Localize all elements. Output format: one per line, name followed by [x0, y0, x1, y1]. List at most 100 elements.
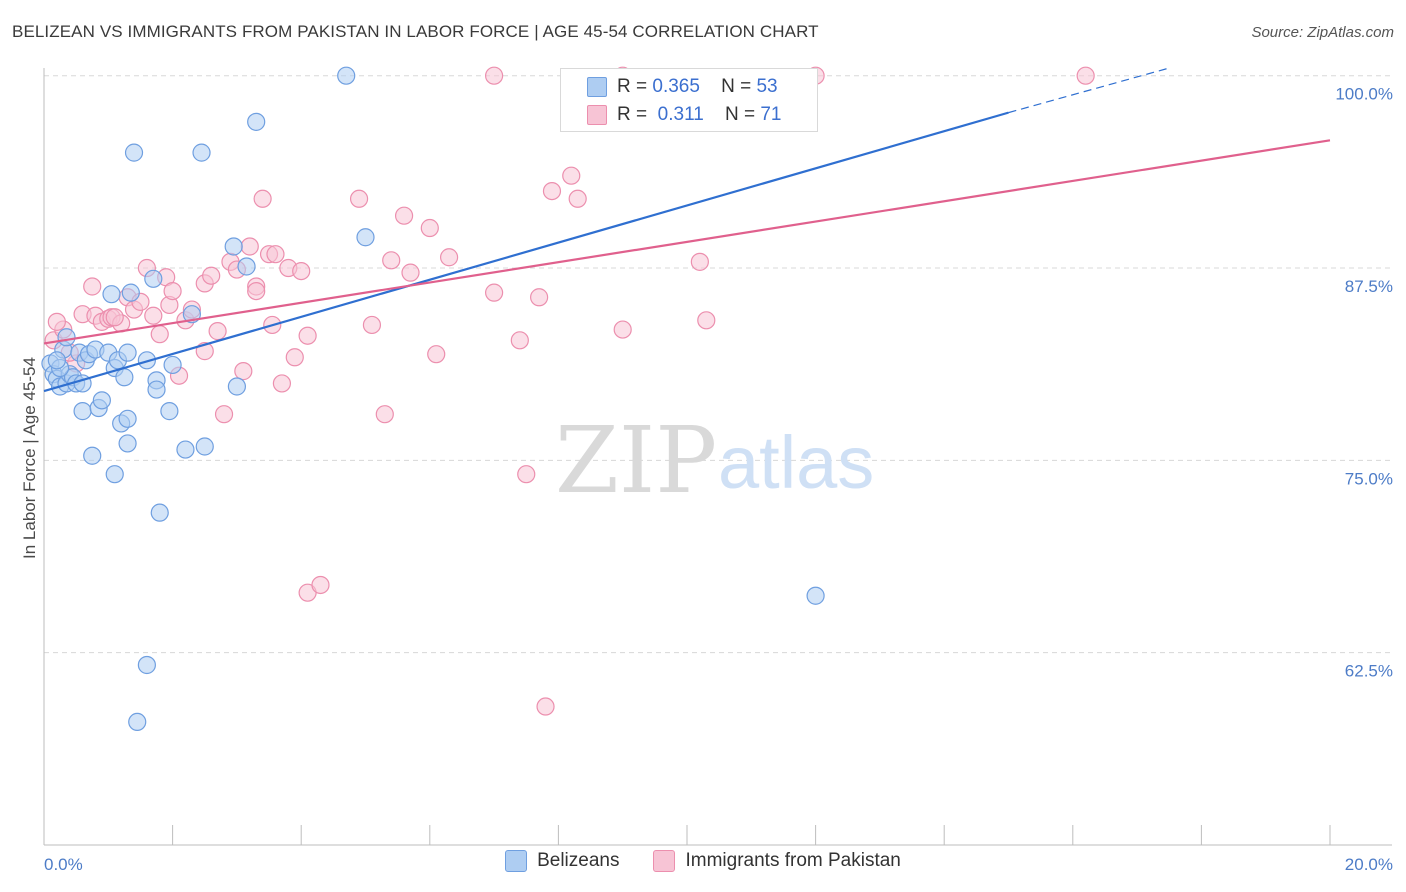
pakistan-point	[150, 325, 169, 344]
belizeans-point	[337, 66, 356, 85]
pakistan-point	[285, 348, 304, 367]
legend-row-belizeans: R = 0.365 N = 53	[561, 73, 778, 101]
pakistan-point	[517, 465, 536, 484]
legend-r-value: 0.311	[652, 104, 704, 125]
pakistan-point	[690, 252, 709, 271]
legend-r-label: R =	[617, 104, 648, 125]
pakistan-point	[202, 266, 221, 285]
belizeans-point	[160, 402, 179, 421]
y-tick-label: 75.0%	[1345, 469, 1393, 488]
belizeans-point	[163, 355, 182, 375]
x-tick-label: 0.0%	[44, 855, 83, 874]
legend-r-value: 0.365	[652, 76, 700, 97]
legend-n-label: N =	[721, 76, 752, 97]
legend-label-pakistan: Immigrants from Pakistan	[685, 850, 901, 871]
legend-item-belizeans[interactable]: Belizeans	[505, 850, 619, 872]
pakistan-point	[420, 218, 439, 238]
pakistan-point	[542, 181, 562, 201]
pakistan-point	[240, 237, 259, 256]
pakistan-point	[247, 281, 266, 301]
belizeans-point	[57, 328, 76, 347]
pakistan-point	[530, 288, 549, 307]
pakistan-point	[208, 322, 227, 341]
belizeans-point	[227, 377, 246, 396]
belizeans-point	[47, 351, 66, 370]
pakistan-point	[349, 189, 369, 208]
pakistan-point	[439, 248, 459, 267]
source-label: Source: ZipAtlas.com	[1251, 24, 1394, 41]
belizeans-point	[83, 446, 102, 465]
belizeans-point	[147, 380, 166, 399]
belizeans-point	[121, 283, 140, 302]
belizeans-point	[150, 503, 169, 522]
y-tick-label: 62.5%	[1345, 662, 1393, 681]
pakistan-point	[144, 306, 163, 325]
pakistan-point	[1076, 66, 1095, 85]
pakistan-point	[401, 263, 420, 282]
pakistan-point	[234, 362, 253, 381]
pakistan-point	[253, 189, 272, 208]
belizeans-point	[105, 465, 124, 484]
pakistan-point	[382, 251, 401, 270]
belizeans-point	[224, 237, 243, 256]
pakistan-point	[427, 345, 446, 364]
pakistan-point	[510, 331, 529, 350]
y-axis-label: In Labor Force | Age 45-54	[20, 357, 39, 559]
pakistan-point	[272, 374, 292, 393]
correlation-legend: R = 0.365 N = 53 R = 0.311 N = 71	[560, 68, 818, 132]
y-tick-label: 87.5%	[1345, 277, 1393, 296]
pakistan-point	[613, 320, 632, 339]
belizeans-point	[237, 257, 256, 276]
legend-item-pakistan[interactable]: Immigrants from Pakistan	[653, 850, 901, 872]
trend-lines	[43, 67, 1331, 393]
legend-swatch-pakistan	[653, 850, 676, 872]
pakistan-point	[485, 66, 504, 85]
belizeans-point	[137, 655, 156, 675]
pakistan-point	[47, 312, 66, 331]
belizeans-point	[247, 112, 266, 131]
pakistan-point	[697, 311, 716, 330]
pakistan-point	[485, 283, 504, 302]
belizeans-point	[102, 285, 121, 304]
y-tick-label: 100.0%	[1335, 85, 1393, 104]
belizeans-trend-extension	[1008, 67, 1170, 114]
legend-swatch-blue	[587, 77, 607, 97]
legend-n-label: N =	[724, 104, 756, 125]
belizeans-point	[73, 402, 92, 421]
pakistan-point	[163, 281, 182, 301]
pakistan-point	[298, 326, 317, 345]
watermark-atlas: atlas	[718, 421, 874, 504]
belizeans-point	[124, 143, 144, 162]
pakistan-point	[562, 166, 581, 185]
pakistan-point	[214, 405, 234, 424]
legend-n-value: 71	[760, 104, 782, 125]
belizeans-point	[176, 440, 195, 459]
belizeans-point	[144, 269, 163, 288]
pakistan-point	[362, 315, 382, 335]
pakistan-point	[311, 575, 330, 595]
chart-title: BELIZEAN VS IMMIGRANTS FROM PAKISTAN IN …	[12, 22, 819, 41]
belizeans-point	[192, 143, 211, 162]
belizeans-point	[115, 368, 134, 387]
belizeans-point	[128, 712, 147, 732]
belizeans-point	[806, 586, 825, 605]
belizeans-point	[118, 409, 137, 428]
legend-row-pakistan: R = 0.311 N = 71	[561, 101, 781, 129]
legend-swatch-belizeans	[505, 850, 528, 872]
belizeans-trend-line	[43, 111, 1009, 393]
belizeans-point	[118, 343, 137, 362]
pakistan-point	[375, 405, 394, 424]
belizeans-point	[356, 228, 375, 247]
pakistan-point	[536, 697, 555, 716]
pakistan-trend-line	[43, 139, 1331, 345]
series-pakistan-points	[44, 66, 1095, 716]
watermark-zip: ZIP	[555, 407, 717, 514]
legend-r-label: R =	[617, 76, 648, 97]
pakistan-point	[394, 206, 414, 225]
legend-label-belizeans: Belizeans	[537, 850, 620, 871]
belizeans-point	[195, 437, 214, 456]
x-tick-label: 20.0%	[1345, 855, 1393, 874]
pakistan-point	[266, 245, 285, 264]
series-belizeans-points	[41, 66, 825, 732]
